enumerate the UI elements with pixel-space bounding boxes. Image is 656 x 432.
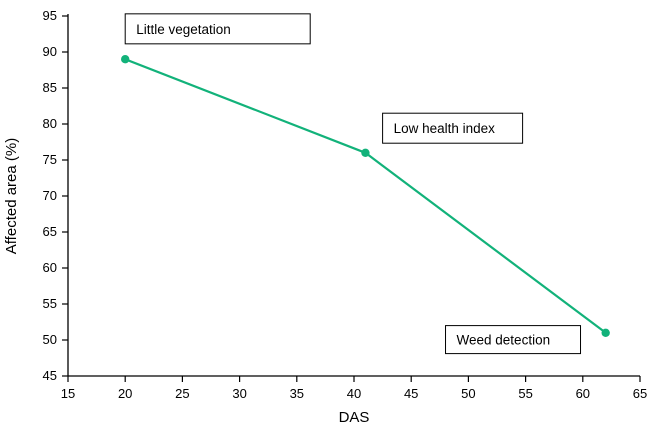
y-axis-title: Affected area (%) xyxy=(3,138,20,254)
y-tick-label: 65 xyxy=(43,224,57,239)
x-tick-label: 30 xyxy=(232,386,246,401)
x-tick-label: 50 xyxy=(461,386,475,401)
y-tick-label: 85 xyxy=(43,80,57,95)
x-tick-label: 45 xyxy=(404,386,418,401)
y-tick-label: 80 xyxy=(43,116,57,131)
x-axis-title: DAS xyxy=(339,409,370,426)
x-tick-label: 60 xyxy=(576,386,590,401)
x-tick-label: 65 xyxy=(633,386,647,401)
data-point xyxy=(601,328,610,337)
y-tick-label: 50 xyxy=(43,332,57,347)
y-tick-label: 55 xyxy=(43,296,57,311)
y-tick-label: 75 xyxy=(43,152,57,167)
annotation-label: Low health index xyxy=(394,121,496,136)
annotation-box xyxy=(382,112,524,144)
x-tick-label: 20 xyxy=(118,386,132,401)
x-tick-label: 35 xyxy=(290,386,304,401)
annotation-label: Little vegetation xyxy=(136,22,231,37)
x-tick-label: 55 xyxy=(518,386,532,401)
annotation-box xyxy=(124,13,311,45)
x-tick-label: 15 xyxy=(61,386,75,401)
data-point xyxy=(361,148,370,157)
y-tick-label: 95 xyxy=(43,8,57,23)
data-point xyxy=(121,55,130,64)
y-tick-label: 45 xyxy=(43,368,57,383)
x-tick-label: 25 xyxy=(175,386,189,401)
annotation-label: Weed detection xyxy=(457,333,551,348)
y-tick-label: 70 xyxy=(43,188,57,203)
x-tick-label: 40 xyxy=(347,386,361,401)
y-tick-label: 90 xyxy=(43,44,57,59)
data-line xyxy=(124,58,607,334)
y-tick-label: 60 xyxy=(43,260,57,275)
annotation-box xyxy=(445,325,582,355)
